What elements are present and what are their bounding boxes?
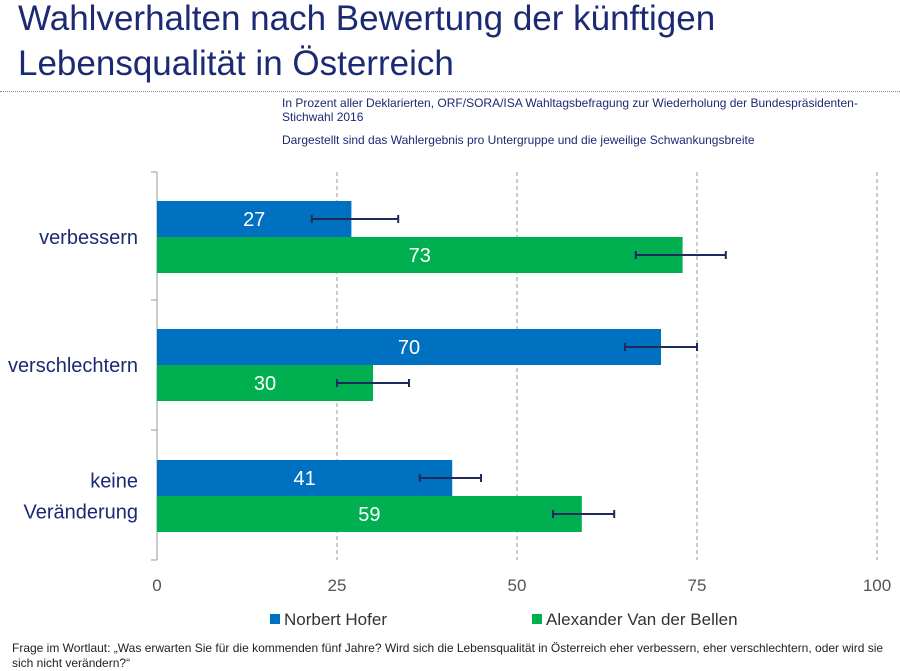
legend-swatch-van-der-bellen <box>532 614 542 624</box>
legend-item-hofer: Norbert Hofer <box>270 610 387 630</box>
bar-value-label: 30 <box>254 373 276 395</box>
bar <box>157 496 582 532</box>
page-title: Wahlverhalten nach Bewertung der künftig… <box>18 0 888 86</box>
title-divider <box>0 91 900 92</box>
bar-value-label: 41 <box>293 468 315 490</box>
category-label: Veränderung <box>23 502 138 524</box>
category-label: verschlechtern <box>8 355 138 377</box>
x-tick-label: 75 <box>688 576 707 595</box>
chart-subtitle-note: Dargestellt sind das Wahlergebnis pro Un… <box>282 133 755 147</box>
bar-value-label: 27 <box>243 209 265 231</box>
legend-label-van-der-bellen: Alexander Van der Bellen <box>546 610 738 629</box>
legend-swatch-hofer <box>270 614 280 624</box>
title-line-2: Lebensqualität in Österreich <box>18 44 454 83</box>
bar-value-label: 73 <box>409 245 431 267</box>
legend-label-hofer: Norbert Hofer <box>284 610 387 629</box>
bar-chart: 0 25 50 75 100 verbessern verschlechtern keine V… <box>8 171 891 595</box>
x-tick-label: 50 <box>508 576 527 595</box>
category-label: keine <box>90 471 138 493</box>
legend-item-van-der-bellen: Alexander Van der Bellen <box>532 610 738 630</box>
bar-value-label: 59 <box>358 504 380 526</box>
question-footnote: Frage im Wortlaut: „Was erwarten Sie für… <box>12 641 884 670</box>
x-tick-label: 100 <box>863 576 891 595</box>
category-label: verbessern <box>39 227 138 249</box>
x-tick-label: 25 <box>328 576 347 595</box>
bar <box>157 329 661 365</box>
bar <box>157 460 453 496</box>
chart-subtitle-source: In Prozent aller Deklarierten, ORF/SORA/… <box>282 96 858 124</box>
bar <box>157 237 683 273</box>
x-tick-label: 0 <box>152 576 161 595</box>
title-line-1: Wahlverhalten nach Bewertung der künftig… <box>18 0 716 38</box>
bar-value-label: 70 <box>398 337 420 359</box>
